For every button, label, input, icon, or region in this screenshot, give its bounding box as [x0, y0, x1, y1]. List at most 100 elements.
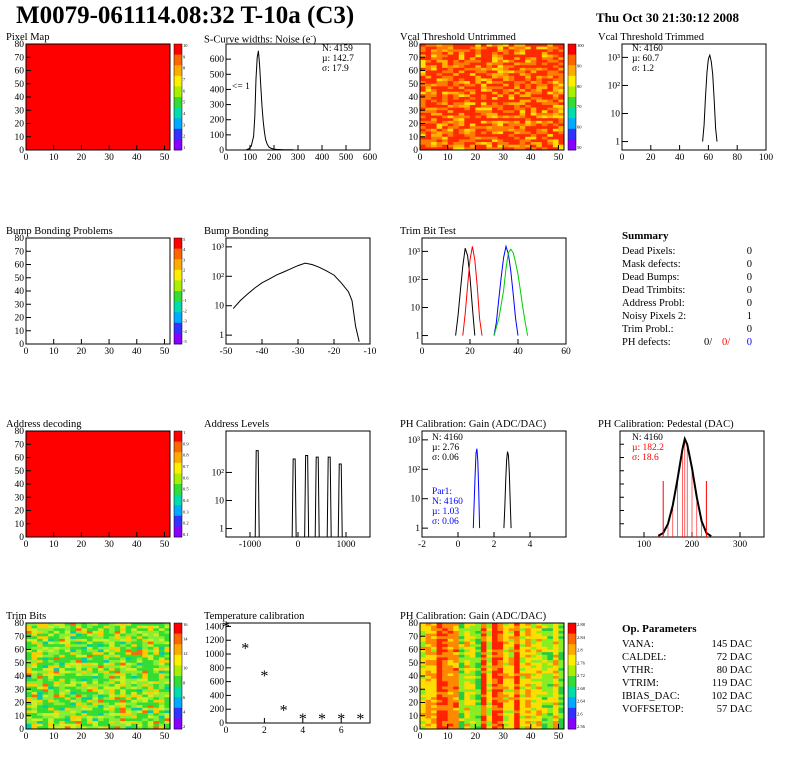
- heatmap-cell: [536, 715, 543, 719]
- heatmap-cell: [469, 681, 476, 685]
- heatmap-cell: [464, 91, 471, 95]
- heatmap-cell: [59, 673, 66, 677]
- heatmap-cell: [497, 131, 504, 135]
- heatmap-cell: [530, 686, 537, 690]
- heatmap-cell: [530, 694, 537, 698]
- heatmap-cell: [64, 713, 71, 717]
- heatmap-cell: [425, 91, 432, 95]
- heatmap-cell: [530, 46, 537, 50]
- summary-row: Address Probl: 0: [622, 298, 752, 309]
- heatmap-cell: [514, 668, 520, 671]
- heatmap-cell: [464, 136, 471, 140]
- heatmap-cell: [92, 668, 99, 671]
- y-tick-label: 10: [215, 302, 225, 312]
- heatmap-cell: [125, 625, 132, 629]
- y-tick-label: 0: [413, 725, 418, 735]
- heatmap-cell: [147, 699, 154, 703]
- heatmap-cell: [98, 646, 104, 650]
- heatmap-cell: [503, 628, 509, 632]
- heatmap-cell: [547, 134, 554, 138]
- heatmap-cell: [519, 676, 526, 679]
- heatmap-cell: [464, 646, 471, 650]
- heatmap-cell: [552, 691, 559, 695]
- panel-title: Trim Bit Test: [400, 226, 456, 237]
- heatmap-cell: [81, 628, 88, 632]
- heatmap-cell: [503, 91, 509, 95]
- heatmap-cell: [436, 689, 443, 693]
- heatmap-cell: [464, 628, 471, 632]
- heatmap-cell: [514, 689, 520, 693]
- heatmap-cell: [114, 628, 121, 632]
- heatmap-cell: [136, 625, 143, 629]
- heatmap-cell: [541, 144, 548, 148]
- heatmap-cell: [525, 713, 532, 717]
- heatmap-cell: [541, 676, 548, 679]
- heatmap-cell: [26, 665, 32, 669]
- heatmap-cell: [519, 142, 526, 145]
- heatmap-cell: [64, 699, 71, 703]
- heatmap-cell: [519, 147, 526, 151]
- heatmap-cell: [558, 623, 565, 626]
- heatmap-cell: [442, 83, 448, 87]
- heatmap-cell: [42, 630, 49, 634]
- heatmap-cell: [447, 107, 454, 111]
- heatmap-cell: [98, 694, 104, 698]
- heatmap-cell: [26, 641, 32, 645]
- heatmap-cell: [53, 676, 60, 679]
- heatmap-cell: [114, 678, 121, 682]
- heatmap-cell: [447, 705, 454, 709]
- heatmap-cell: [480, 638, 487, 642]
- heatmap-cell: [541, 665, 548, 669]
- heatmap-cell: [42, 676, 49, 679]
- heatmap-cell: [475, 131, 482, 135]
- heatmap-cell: [508, 110, 515, 114]
- heatmap-cell: [81, 686, 88, 690]
- heatmap-cell: [536, 726, 543, 730]
- heatmap-cell: [469, 665, 476, 669]
- heatmap-cell: [442, 128, 448, 132]
- heatmap-cell: [53, 723, 60, 727]
- heatmap-cell: [131, 646, 138, 650]
- heatmap-cell: [125, 691, 132, 695]
- heatmap-cell: [442, 94, 448, 98]
- heatmap-cell: [508, 710, 515, 714]
- heatmap-cell: [486, 689, 493, 693]
- heatmap-cell: [486, 683, 493, 687]
- heatmap-cell: [475, 59, 482, 63]
- heatmap-cell: [125, 726, 132, 730]
- heatmap-cell: [541, 70, 548, 74]
- color-scale-segment: [568, 65, 576, 77]
- heatmap-cell: [464, 644, 471, 648]
- heatmap-cell: [525, 686, 532, 690]
- heatmap-cell: [480, 630, 487, 634]
- heatmap-cell: [497, 99, 504, 103]
- heatmap-cell: [26, 686, 32, 690]
- heatmap-cell: [469, 683, 476, 687]
- heatmap-cell: [558, 110, 565, 114]
- heatmap-cell: [26, 723, 32, 727]
- heatmap-cell: [59, 638, 66, 642]
- heatmap-cell: [158, 691, 165, 695]
- x-tick-label: 20: [77, 347, 87, 357]
- heatmap-cell: [552, 147, 559, 151]
- heatmap-cell: [142, 676, 149, 679]
- heatmap-cell: [547, 660, 554, 664]
- heatmap-cell: [514, 104, 520, 108]
- heatmap-cell: [497, 665, 504, 669]
- heatmap-cell: [120, 652, 126, 656]
- heatmap-cell: [442, 630, 448, 634]
- heatmap-cell: [436, 70, 443, 74]
- heatmap-cell: [136, 670, 143, 674]
- heatmap-cell: [480, 81, 487, 85]
- heatmap-cell: [519, 118, 526, 122]
- heatmap-cell: [475, 120, 482, 124]
- heatmap-cell: [525, 131, 532, 135]
- color-scale-segment: [174, 65, 182, 77]
- heatmap-cell: [136, 641, 143, 645]
- heatmap-cell: [458, 51, 465, 55]
- heatmap-cell: [70, 649, 77, 653]
- heatmap-cell: [497, 721, 504, 724]
- heatmap-cell: [436, 694, 443, 698]
- heatmap-cell: [81, 726, 88, 730]
- heatmap-cell: [458, 638, 465, 642]
